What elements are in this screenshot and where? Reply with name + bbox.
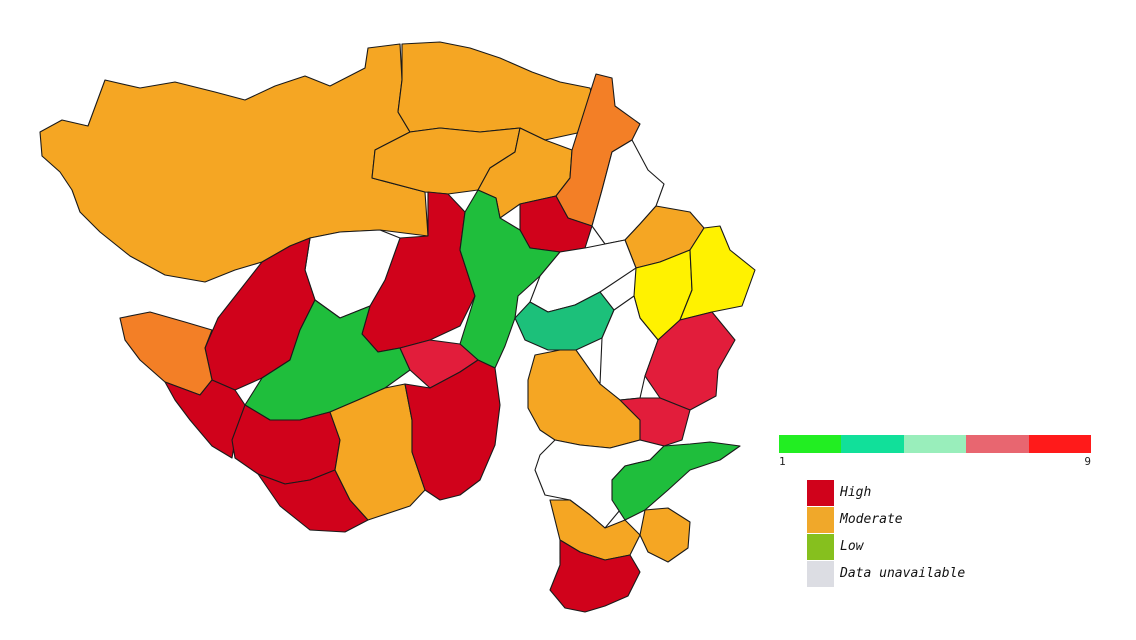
- district-amreli[interactable]: [329, 383, 426, 521]
- legend-label: High: [840, 485, 872, 500]
- scale-min-label: 1: [779, 455, 786, 468]
- legend-swatch: [807, 479, 834, 506]
- legend-item-moderate: Moderate: [807, 506, 965, 533]
- district-bhavnagar[interactable]: [404, 359, 501, 501]
- scale-segment: [841, 435, 904, 453]
- district-vadodara[interactable]: [599, 295, 659, 401]
- legend-item-high: High: [807, 479, 965, 506]
- district-valsad[interactable]: [549, 539, 641, 613]
- district-dang[interactable]: [639, 507, 691, 563]
- legend: High Moderate Low Data unavailable: [807, 479, 965, 587]
- legend-swatch: [807, 560, 834, 587]
- scale-max-label: 9: [1084, 455, 1091, 468]
- district-kutch[interactable]: [39, 43, 429, 283]
- scale-segment: [966, 435, 1029, 453]
- district-chhota-udaipur[interactable]: [644, 311, 736, 411]
- district-ahmedabad[interactable]: [459, 189, 561, 369]
- scale-segment: [1028, 435, 1092, 453]
- color-scale-bar: [779, 435, 1092, 453]
- district-banaskantha[interactable]: [397, 41, 597, 141]
- district-narmada[interactable]: [619, 397, 691, 447]
- legend-label: Moderate: [840, 512, 903, 527]
- scale-segment: [903, 435, 967, 453]
- legend-swatch: [807, 506, 834, 533]
- scale-segment: [779, 435, 842, 453]
- district-tapi[interactable]: [611, 441, 741, 521]
- legend-label: Low: [840, 539, 864, 554]
- district-dahod[interactable]: [679, 225, 756, 321]
- color-scale-labels: 1 9: [779, 453, 1091, 468]
- district-mehsana[interactable]: [477, 127, 573, 219]
- legend-item-data-unavailable: Data unavailable: [807, 560, 965, 587]
- legend-label: Data unavailable: [840, 566, 966, 581]
- legend-swatch: [807, 533, 834, 560]
- legend-item-low: Low: [807, 533, 965, 560]
- color-scale: 1 9: [779, 435, 1092, 468]
